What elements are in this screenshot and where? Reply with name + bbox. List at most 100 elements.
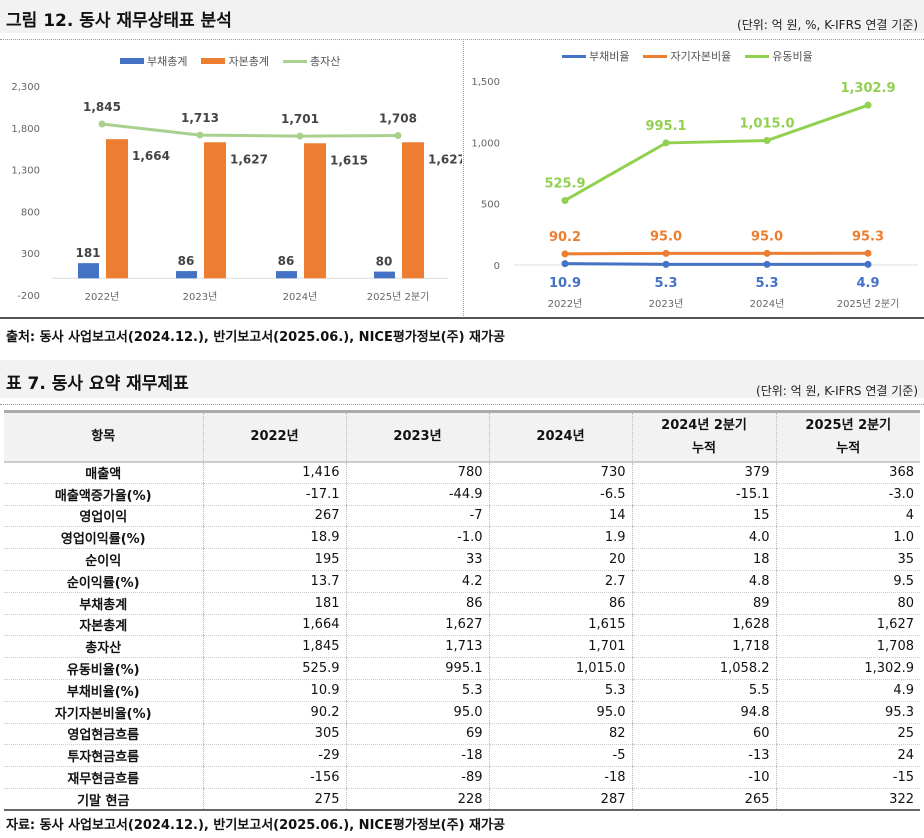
cell-value: 35 — [775, 548, 920, 571]
row-label: 자본총계 — [4, 614, 203, 637]
data-point — [561, 260, 569, 268]
x-tick-label: 2022년 — [85, 291, 120, 303]
table-row: 매출액증가율(%) -17.1 -44.9 -6.5 -15.1 -3.0 — [4, 483, 920, 506]
left-chart-legend: 부채총계 자본총계 총자산 — [120, 53, 340, 69]
x-tick-label: 2025년 2분기 — [367, 291, 430, 303]
data-point — [763, 136, 771, 144]
column-header: 2022년 — [202, 411, 346, 462]
cell-value: 9.5 — [775, 570, 920, 593]
cell-value: 5.3 — [488, 679, 632, 702]
row-label: 부채비율(%) — [4, 679, 203, 702]
legend-swatch — [120, 58, 144, 64]
ratio-chart: 1,500 1,000 500 0 2022년 2023년 2024년 2025년 2분기 10… — [471, 77, 918, 310]
cell-value: 780 — [345, 461, 489, 484]
bar-equity — [106, 139, 128, 279]
cell-value: 13.7 — [202, 570, 346, 593]
y-tick-label: 0 — [494, 261, 500, 272]
balance-sheet-chart: 2,300 1,800 1,300 800 300 -200 2022년 2023년 2024년… — [11, 82, 462, 303]
header-text: 2024년 2분기 — [661, 417, 747, 433]
cell-value: 287 — [488, 788, 632, 811]
cell-value: 1,015.0 — [488, 657, 632, 680]
data-point — [561, 250, 569, 258]
table-row: 부채총계 181 86 86 89 80 — [4, 592, 920, 615]
data-point — [662, 260, 670, 268]
legend-swatch — [745, 54, 770, 58]
row-label: 영업현금흐름 — [4, 723, 203, 746]
point-total-assets — [196, 131, 204, 139]
data-label: 1,015.0 — [739, 116, 794, 131]
figure-source: 출처: 동사 사업보고서(2024.12.), 반기보고서(2025.06.),… — [6, 330, 505, 345]
cell-value: 25 — [775, 723, 920, 746]
data-point — [864, 101, 872, 109]
legend-item: 부채총계 — [120, 53, 187, 69]
cell-value: -3.0 — [775, 483, 920, 506]
table-row: 순이익 195 33 20 18 35 — [4, 548, 920, 571]
legend-item: 유동비율 — [745, 48, 813, 64]
x-tick-label: 2022년 — [548, 298, 583, 310]
table-unit: (단위: 억 원, K-IFRS 연결 기준) — [756, 384, 918, 398]
figure-title-bar — [0, 0, 924, 33]
financial-summary-table: 항목 2022년 2023년 2024년 2024년 2분기 누적 2025년 2분기 누적 … — [4, 410, 920, 811]
cell-value: 18.9 — [202, 526, 346, 550]
right-chart-legend: 부채비율 자기자본비율 유동비율 — [562, 48, 813, 64]
data-label: 1,664 — [132, 149, 170, 163]
cell-value: 4 — [775, 505, 920, 528]
cell-value: 305 — [202, 723, 346, 746]
column-header: 항목 — [4, 411, 203, 462]
cell-value: 90.2 — [202, 701, 346, 724]
data-label: 1,302.9 — [840, 81, 895, 96]
data-label: 86 — [278, 254, 295, 268]
legend-item: 자본총계 — [201, 53, 269, 69]
row-label: 총자산 — [4, 635, 203, 659]
row-label: 매출액 — [4, 461, 203, 484]
cell-value: 4.0 — [631, 526, 776, 550]
table-row: 매출액 1,416 780 730 379 368 — [4, 461, 920, 484]
bar-equity — [204, 142, 226, 279]
table-row: 영업이익률(%) 18.9 -1.0 1.9 4.0 1.0 — [4, 526, 920, 550]
table-row: 기말 현금 275 228 287 265 322 — [4, 788, 920, 811]
data-label: 95.3 — [852, 229, 884, 244]
bar-equity — [304, 143, 326, 279]
row-label: 투자현금흐름 — [4, 744, 203, 768]
divider — [463, 39, 464, 318]
y-tick-label: 1,800 — [11, 124, 40, 135]
row-label: 유동비율(%) — [4, 657, 203, 680]
legend-label: 부채비율 — [589, 50, 630, 63]
header-text: 2022년 — [250, 429, 299, 445]
table-title: 표 7. 동사 요약 재무제표 — [6, 374, 189, 394]
legend-item: 총자산 — [282, 53, 340, 69]
cell-value: 1,713 — [345, 635, 489, 659]
cell-value: 94.8 — [631, 701, 776, 724]
cell-value: 1,302.9 — [775, 657, 920, 680]
cell-value: -17.1 — [202, 483, 346, 506]
divider — [0, 39, 924, 40]
cell-value: -13 — [631, 744, 776, 768]
cell-value: 15 — [631, 505, 776, 528]
divider — [0, 404, 924, 405]
cell-value: 265 — [631, 788, 776, 811]
y-tick-label: 500 — [481, 200, 500, 211]
cell-value: 275 — [202, 788, 346, 811]
bar-debt — [276, 271, 297, 279]
cell-value: 322 — [775, 788, 920, 811]
y-tick-label: 1,300 — [11, 166, 40, 177]
data-label: 90.2 — [549, 230, 581, 245]
header-text: 2025년 2분기 — [805, 417, 892, 433]
data-label: 5.3 — [654, 276, 677, 291]
data-label: 86 — [178, 254, 195, 268]
cell-value: 89 — [631, 592, 776, 615]
series-line — [564, 251, 869, 256]
cell-value: 95.3 — [775, 701, 920, 724]
data-label: 1,713 — [181, 111, 219, 125]
cell-value: 4.2 — [345, 570, 489, 593]
cell-value: -1.0 — [345, 526, 489, 550]
legend-label: 자기자본비율 — [670, 50, 732, 63]
table-title-bar — [0, 360, 924, 398]
cell-value: -29 — [202, 744, 346, 768]
data-point — [662, 139, 670, 147]
header-text: 누적 — [836, 440, 861, 456]
data-label: 5.3 — [755, 276, 778, 291]
y-tick-label: 1,000 — [471, 138, 500, 149]
data-label: 181 — [75, 246, 100, 260]
row-label: 매출액증가율(%) — [4, 483, 203, 506]
